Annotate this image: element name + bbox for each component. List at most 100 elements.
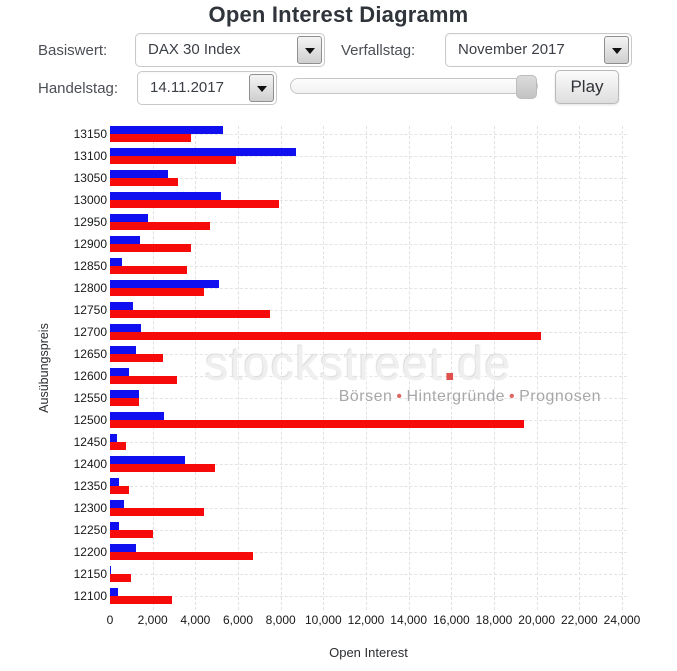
x-tick-14000: 14,000 <box>390 613 427 627</box>
horizontal-gridline <box>110 354 627 355</box>
handelstag-select[interactable]: 14.11.2017 <box>137 71 277 105</box>
bar-red-12550 <box>110 398 139 406</box>
bar-red-12600 <box>110 376 177 384</box>
vertical-gridline <box>622 126 623 610</box>
y-tick-12650: 12650 <box>73 347 107 361</box>
x-tick-8000: 8,000 <box>265 613 296 627</box>
verfallstag-label: Verfallstag: <box>341 42 416 59</box>
watermark-tagline: Börsen • Hintergründe • Prognosen <box>338 388 601 405</box>
x-axis-title: Open Interest <box>329 645 408 660</box>
bar-blue-12750 <box>110 302 133 310</box>
bar-blue-12700 <box>110 324 141 332</box>
horizontal-gridline <box>110 530 627 531</box>
bar-blue-12900 <box>110 236 140 244</box>
horizontal-gridline <box>110 508 627 509</box>
horizontal-gridline <box>110 486 627 487</box>
vertical-gridline <box>366 126 367 610</box>
x-tick-16000: 16,000 <box>432 613 470 627</box>
y-tick-12600: 12600 <box>73 369 107 383</box>
watermark-dot: . <box>443 337 458 390</box>
y-tick-12700: 12700 <box>73 325 107 339</box>
bar-blue-12450 <box>110 434 117 442</box>
bullet-icon: • <box>396 388 403 405</box>
bar-red-12450 <box>110 442 126 450</box>
bar-blue-13000 <box>110 192 221 200</box>
y-tick-12450: 12450 <box>73 435 107 449</box>
bar-blue-12600 <box>110 368 129 376</box>
y-tick-12100: 12100 <box>73 589 107 603</box>
horizontal-gridline <box>110 464 627 465</box>
bar-red-12150 <box>110 574 131 582</box>
bar-red-12100 <box>110 596 172 604</box>
vertical-gridline <box>195 126 197 610</box>
y-tick-12250: 12250 <box>73 523 107 537</box>
bar-red-12250 <box>110 530 153 538</box>
bar-red-12800 <box>110 288 204 296</box>
verfallstag-selected-value: November 2017 <box>458 41 565 58</box>
bullet-icon: • <box>509 388 516 405</box>
bar-red-13000 <box>110 200 279 208</box>
y-tick-12350: 12350 <box>73 479 107 493</box>
x-tick-18000: 18,000 <box>475 613 513 627</box>
x-tick-10000: 10,000 <box>304 613 342 627</box>
bar-blue-12850 <box>110 258 122 266</box>
watermark-logo: stockstreet.de <box>205 337 512 390</box>
bar-blue-12650 <box>110 346 136 354</box>
bar-red-12200 <box>110 552 253 560</box>
horizontal-gridline <box>110 552 627 553</box>
y-tick-13000: 13000 <box>73 193 107 207</box>
bar-red-13050 <box>110 178 178 186</box>
y-tick-12500: 12500 <box>73 413 107 427</box>
bar-blue-12300 <box>110 500 124 508</box>
basiswert-select[interactable]: DAX 30 Index <box>135 33 325 67</box>
horizontal-gridline <box>110 442 627 443</box>
handelstag-selected-value: 14.11.2017 <box>150 79 224 96</box>
verfallstag-select[interactable]: November 2017 <box>445 33 632 67</box>
vertical-gridline <box>152 126 154 610</box>
vertical-gridline <box>238 126 239 610</box>
y-tick-13150: 13150 <box>73 127 107 141</box>
x-tick-20000: 20,000 <box>518 613 555 627</box>
y-tick-12200: 12200 <box>73 545 107 559</box>
x-tick-6000: 6,000 <box>222 613 254 627</box>
y-tick-12750: 12750 <box>73 303 107 317</box>
bar-red-12750 <box>110 310 270 318</box>
chevron-down-icon[interactable] <box>297 36 322 64</box>
bar-blue-13150 <box>110 126 223 134</box>
horizontal-gridline <box>110 376 627 377</box>
bar-red-12350 <box>110 486 129 494</box>
horizontal-gridline <box>110 244 627 245</box>
bar-red-12400 <box>110 464 215 472</box>
vertical-gridline <box>451 126 453 610</box>
date-slider[interactable] <box>290 75 538 99</box>
bar-red-13150 <box>110 134 191 142</box>
bar-red-12900 <box>110 244 191 252</box>
bar-blue-13100 <box>110 148 296 156</box>
bar-blue-12150 <box>110 566 111 574</box>
horizontal-gridline <box>110 596 627 597</box>
vertical-gridline <box>408 126 410 610</box>
y-tick-12900: 12900 <box>73 237 107 251</box>
y-tick-12150: 12150 <box>73 567 107 581</box>
basiswert-label: Basiswert: <box>38 42 108 59</box>
slider-handle[interactable] <box>516 75 537 99</box>
bar-blue-13050 <box>110 170 168 178</box>
x-tick-22000: 22,000 <box>560 613 598 627</box>
bar-blue-12350 <box>110 478 119 486</box>
bar-blue-12800 <box>110 280 219 288</box>
horizontal-gridline <box>110 288 627 289</box>
play-button[interactable]: Play <box>555 70 619 104</box>
handelstag-label: Handelstag: <box>38 80 119 97</box>
horizontal-gridline <box>110 574 627 575</box>
vertical-gridline <box>579 126 581 610</box>
chevron-down-icon[interactable] <box>604 36 629 64</box>
bar-red-12500 <box>110 420 524 428</box>
bar-blue-12550 <box>110 390 139 398</box>
horizontal-gridline <box>110 178 627 179</box>
horizontal-gridline <box>110 156 627 157</box>
vertical-gridline <box>323 126 325 610</box>
horizontal-gridline <box>110 266 627 267</box>
chevron-down-icon[interactable] <box>249 74 274 102</box>
horizontal-gridline <box>110 134 627 135</box>
bar-red-12950 <box>110 222 210 230</box>
